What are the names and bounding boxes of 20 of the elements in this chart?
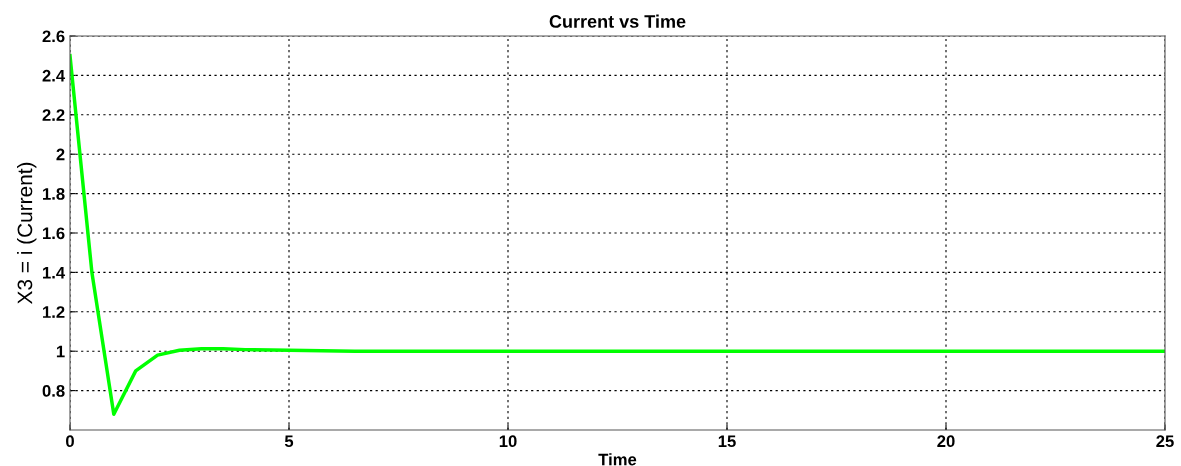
x-tick-label: 10 [499,435,517,448]
y-tick-label: 1.2 [43,306,65,318]
x-tick-label: 25 [1156,435,1174,448]
y-tick-label: 1.8 [43,188,65,200]
x-tick-label: 0 [66,435,74,448]
y-tick-label: 2.6 [42,30,65,43]
x-tick-label: 5 [284,435,294,448]
chart-title: Current vs Time [549,14,686,28]
y-tick-label: 0.8 [42,385,65,397]
y-tick-label: 1.6 [43,227,65,240]
y-tick-label: 1 [56,345,65,358]
x-axis-title: Time [598,453,637,466]
x-tick-label: 20 [937,435,955,448]
y-tick-label: 2.4 [42,69,66,82]
y-tick-label: 2 [56,148,65,161]
x-tick-label: 15 [718,435,736,448]
y-axis-title: X3 = i (Current) [17,162,37,305]
line-series [70,53,1165,416]
y-tick-label: 2.2 [42,109,65,121]
y-tick-label: 1.4 [43,266,66,279]
